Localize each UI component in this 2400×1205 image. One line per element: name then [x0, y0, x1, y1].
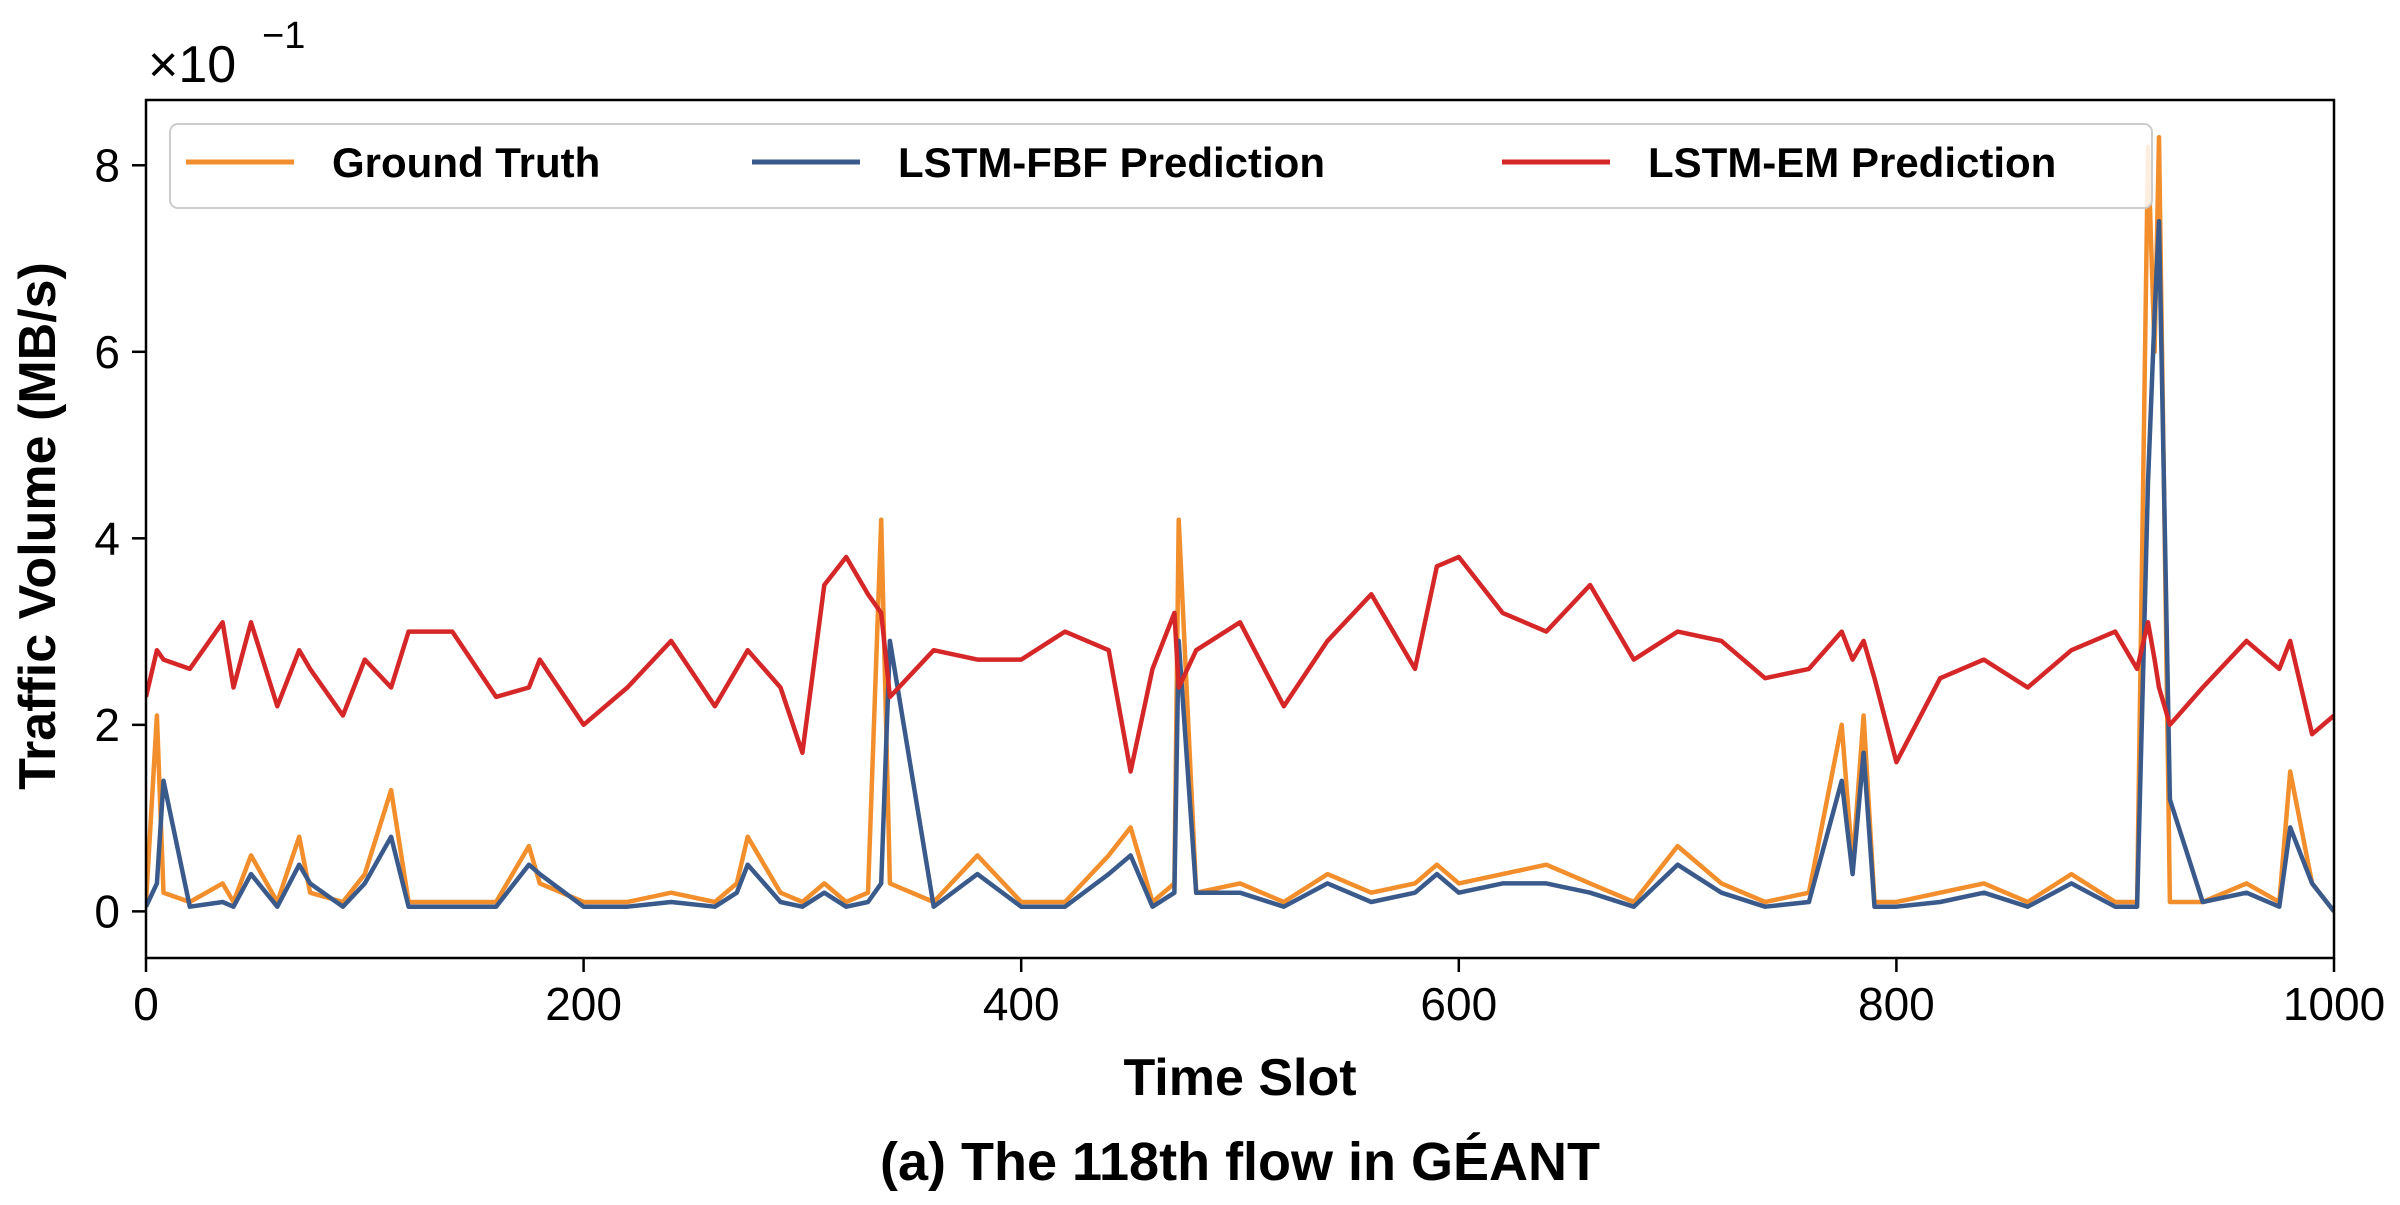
y-tick-label: 2: [94, 699, 120, 751]
x-tick-label: 400: [983, 978, 1060, 1030]
legend: Ground Truth LSTM-FBF Prediction LSTM-EM P…: [169, 123, 2153, 209]
plot-frame: [144, 98, 2336, 960]
series-line-1: [146, 218, 2334, 913]
series-line-0: [146, 135, 2334, 913]
legend-label: LSTM-FBF Prediction: [898, 139, 1325, 186]
y-scale-multiplier: ×10 −1: [148, 15, 305, 94]
legend-label: LSTM-EM Prediction: [1648, 139, 2056, 186]
x-tick-label: 800: [1858, 978, 1935, 1030]
legend-box: [169, 123, 2153, 209]
y-scale-base: ×10: [148, 36, 236, 94]
y-tick-label: 8: [94, 139, 120, 191]
x-tick-label: 1000: [2283, 978, 2385, 1030]
y-tick-label: 4: [94, 512, 120, 564]
figure-caption: (a) The 118th flow in GÉANT: [880, 1132, 1600, 1192]
legend-label: Ground Truth: [332, 139, 600, 186]
x-axis-title: Time Slot: [1123, 1049, 1356, 1107]
x-tick-label: 200: [545, 978, 622, 1030]
series-line-2: [146, 554, 2334, 774]
x-tick-label: 600: [1420, 978, 1497, 1030]
y-scale-exponent: −1: [262, 15, 305, 57]
y-tick-label: 0: [94, 885, 120, 937]
axes-layer: 0 200 400 600 800 1000 0 2 4 6 8: [94, 98, 2385, 1030]
x-tick-label: 0: [133, 978, 159, 1030]
y-tick-label: 6: [94, 326, 120, 378]
y-axis-title: Traffic Volume (MB/s): [9, 262, 67, 790]
plot-layer: [146, 135, 2334, 913]
